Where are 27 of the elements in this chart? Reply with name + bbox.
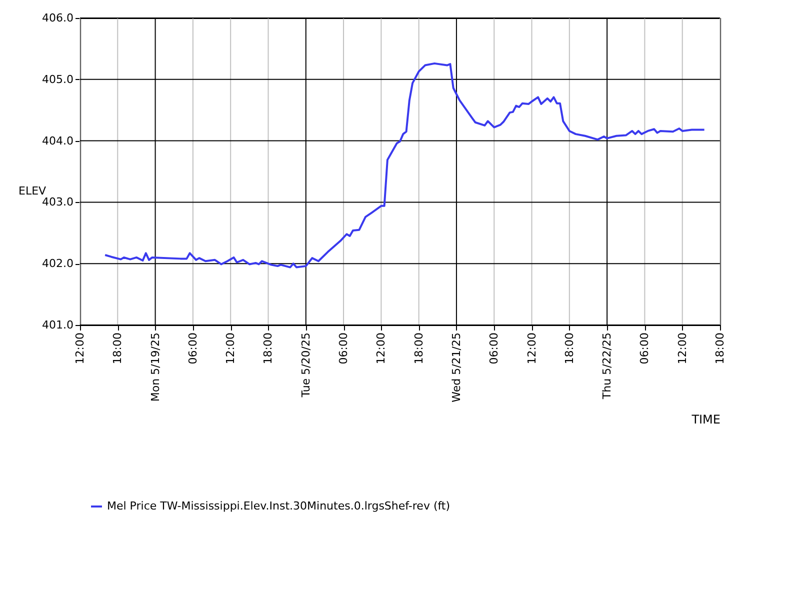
- x-tick-label: 12:00: [74, 332, 86, 364]
- x-tick-label: 18:00: [111, 332, 124, 364]
- x-tick-label: Thu 5/22/25: [600, 332, 614, 400]
- x-tick-label: 12:00: [224, 332, 238, 364]
- y-tick-label: 405.0: [42, 72, 74, 86]
- x-tick-label: 12:00: [676, 332, 689, 364]
- y-axis-title: ELEV: [18, 184, 47, 198]
- x-tick-label: 06:00: [337, 332, 350, 364]
- x-tick-label: 12:00: [525, 332, 538, 364]
- y-tick-label: 404.0: [42, 134, 74, 148]
- y-tick-label: 402.0: [42, 257, 74, 270]
- legend-label: Mel Price TW-Mississippi.Elev.Inst.30Minutes.0.lrgsShef-rev (ft): [107, 500, 450, 512]
- x-tick-label: 18:00: [412, 332, 426, 364]
- x-tick-label: Wed 5/21/25: [450, 332, 463, 402]
- y-tick-label: 406.0: [42, 12, 74, 24]
- x-tick-label: 12:00: [374, 332, 388, 364]
- y-tick-label: 401.0: [42, 318, 74, 332]
- x-tick-label: 18:00: [262, 332, 275, 364]
- x-tick-label: 18:00: [562, 332, 576, 364]
- x-tick-label: Mon 5/19/25: [148, 332, 162, 402]
- x-tick-label: 06:00: [186, 332, 200, 364]
- y-tick-label: 403.0: [42, 196, 74, 209]
- x-axis-title: TIME: [690, 412, 720, 426]
- x-tick-label: Tue 5/20/25: [299, 332, 312, 398]
- x-tick-label: 06:00: [488, 332, 501, 364]
- x-tick-label: 18:00: [714, 332, 726, 364]
- x-tick-label: 06:00: [638, 332, 652, 364]
